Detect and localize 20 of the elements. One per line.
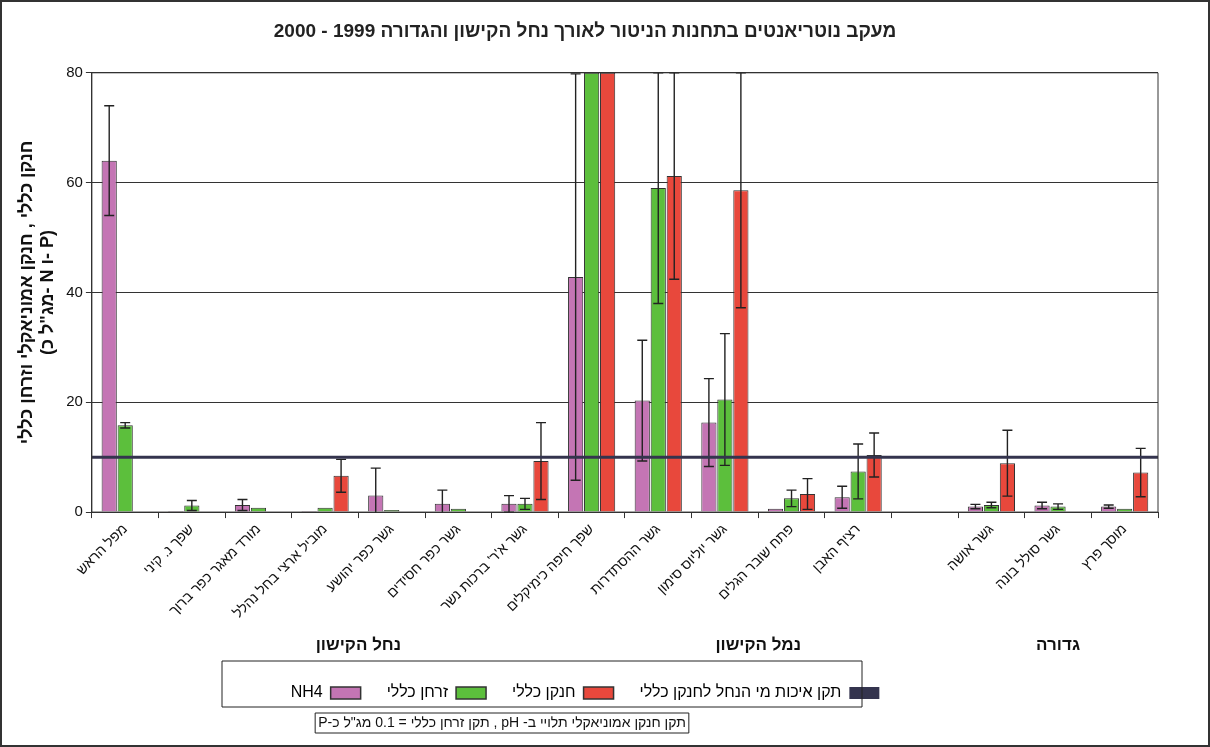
legend-label: NH4 <box>290 683 323 701</box>
y-tick-label: 20 <box>66 392 83 410</box>
y-tick-label: 80 <box>66 62 83 80</box>
x-tick-label: מוסך פרץ <box>1078 520 1130 573</box>
text: גדורה <box>1036 634 1081 654</box>
x-tick-label: שפך נ. קיני <box>139 520 197 578</box>
text: נחל הקישון <box>315 634 402 654</box>
legend-label: תקן איכות מי הנחל לחנקן כללי <box>639 683 842 701</box>
y-tick-label: 0 <box>74 502 83 520</box>
legend-label: חנקן כללי <box>512 683 576 701</box>
legend-label: זרחן כללי <box>386 683 449 701</box>
x-tick-label: רציף האבן <box>808 520 864 575</box>
text: תקן חנקן אמוניאקלי תלויי ב- pH , תקן זרחן כללי = 0.1 מג"ל כ-P <box>318 713 686 730</box>
y-tick-label: 60 <box>66 172 83 190</box>
x-tick-label: גשר אושה <box>943 520 997 574</box>
y-tick-label: 40 <box>66 282 83 300</box>
x-tick-label: מפל הראש <box>73 520 131 578</box>
text: נמל הקישון <box>715 634 802 654</box>
y-axis-title: חנקן כללי , חנקן אמוניאקלי וזרחן כללי (מג"ל כ- N ו- P) <box>15 140 58 445</box>
chart-title: מעקב נוטריאנטים בתחנות הניטור לאורך נחל הקישון והגדורה 1999 - 2000 <box>273 19 897 41</box>
